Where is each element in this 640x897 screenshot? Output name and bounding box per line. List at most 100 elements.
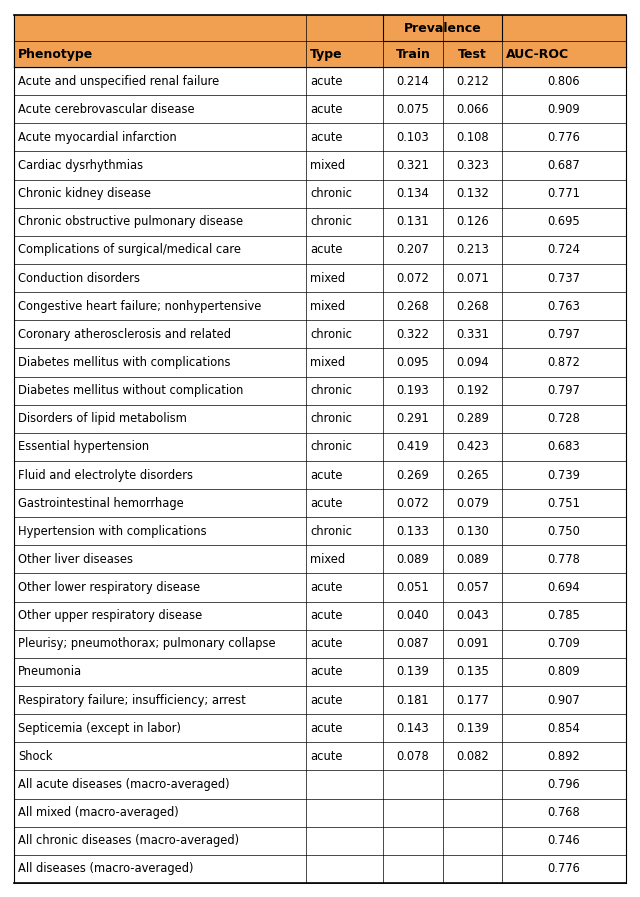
- Text: 0.269: 0.269: [397, 468, 429, 482]
- Text: 0.265: 0.265: [456, 468, 489, 482]
- Text: 0.213: 0.213: [456, 243, 489, 257]
- Text: Shock: Shock: [18, 750, 52, 762]
- Text: 0.289: 0.289: [456, 413, 489, 425]
- Text: 0.133: 0.133: [397, 525, 429, 538]
- Bar: [14, 545, 626, 573]
- Text: 0.131: 0.131: [397, 215, 429, 228]
- Text: All chronic diseases (macro-averaged): All chronic diseases (macro-averaged): [18, 834, 239, 848]
- Text: chronic: chronic: [310, 384, 352, 397]
- Bar: [14, 405, 626, 432]
- Bar: [14, 320, 626, 348]
- Text: 0.079: 0.079: [456, 497, 489, 509]
- Text: 0.737: 0.737: [547, 272, 580, 284]
- Text: 0.043: 0.043: [456, 609, 489, 623]
- Text: mixed: mixed: [310, 159, 345, 172]
- Bar: [14, 518, 626, 545]
- Text: 0.193: 0.193: [397, 384, 429, 397]
- Text: Acute myocardial infarction: Acute myocardial infarction: [18, 131, 177, 144]
- Bar: [14, 714, 626, 743]
- Text: Test: Test: [458, 48, 487, 60]
- Text: 0.094: 0.094: [456, 356, 489, 369]
- Text: 0.776: 0.776: [548, 131, 580, 144]
- Text: 0.724: 0.724: [548, 243, 580, 257]
- Text: acute: acute: [310, 609, 342, 623]
- Bar: [14, 461, 626, 489]
- Text: 0.322: 0.322: [397, 327, 429, 341]
- Text: All mixed (macro-averaged): All mixed (macro-averaged): [18, 806, 179, 819]
- Text: Other upper respiratory disease: Other upper respiratory disease: [18, 609, 202, 623]
- Text: acute: acute: [310, 103, 342, 116]
- Text: Chronic obstructive pulmonary disease: Chronic obstructive pulmonary disease: [18, 215, 243, 228]
- Text: Gastrointestinal hemorrhage: Gastrointestinal hemorrhage: [18, 497, 184, 509]
- Bar: [14, 743, 626, 771]
- Text: mixed: mixed: [310, 300, 345, 313]
- Text: Pneumonia: Pneumonia: [18, 666, 82, 678]
- Text: 0.694: 0.694: [548, 581, 580, 594]
- Text: 0.872: 0.872: [548, 356, 580, 369]
- Bar: [14, 686, 626, 714]
- Text: Pleurisy; pneumothorax; pulmonary collapse: Pleurisy; pneumothorax; pulmonary collap…: [18, 638, 276, 650]
- Text: chronic: chronic: [310, 187, 352, 200]
- Text: Disorders of lipid metabolism: Disorders of lipid metabolism: [18, 413, 187, 425]
- Bar: [14, 95, 626, 123]
- Text: AUC-ROC: AUC-ROC: [506, 48, 569, 60]
- Text: 0.854: 0.854: [548, 722, 580, 735]
- Text: 0.778: 0.778: [548, 553, 580, 566]
- Text: Diabetes mellitus without complication: Diabetes mellitus without complication: [18, 384, 243, 397]
- Text: 0.750: 0.750: [548, 525, 580, 538]
- Text: 0.066: 0.066: [456, 103, 489, 116]
- Text: 0.135: 0.135: [456, 666, 489, 678]
- Text: 0.709: 0.709: [548, 638, 580, 650]
- Text: 0.763: 0.763: [548, 300, 580, 313]
- Text: Septicemia (except in labor): Septicemia (except in labor): [18, 722, 181, 735]
- Text: 0.181: 0.181: [397, 693, 429, 707]
- Text: acute: acute: [310, 74, 342, 88]
- Bar: [14, 489, 626, 518]
- Text: 0.268: 0.268: [397, 300, 429, 313]
- Text: acute: acute: [310, 666, 342, 678]
- Text: acute: acute: [310, 131, 342, 144]
- Text: 0.143: 0.143: [397, 722, 429, 735]
- Text: 0.078: 0.078: [397, 750, 429, 762]
- Text: mixed: mixed: [310, 272, 345, 284]
- Text: Essential hypertension: Essential hypertension: [18, 440, 149, 453]
- Text: Chronic kidney disease: Chronic kidney disease: [18, 187, 151, 200]
- Text: acute: acute: [310, 750, 342, 762]
- Bar: [14, 152, 626, 179]
- Text: chronic: chronic: [310, 525, 352, 538]
- Text: 0.321: 0.321: [397, 159, 429, 172]
- Text: 0.075: 0.075: [397, 103, 429, 116]
- Bar: [14, 15, 626, 67]
- Text: 0.909: 0.909: [548, 103, 580, 116]
- Bar: [14, 179, 626, 208]
- Text: 0.126: 0.126: [456, 215, 489, 228]
- Bar: [14, 771, 626, 798]
- Bar: [14, 798, 626, 827]
- Text: acute: acute: [310, 722, 342, 735]
- Text: 0.087: 0.087: [397, 638, 429, 650]
- Bar: [14, 67, 626, 95]
- Text: 0.785: 0.785: [548, 609, 580, 623]
- Text: Coronary atherosclerosis and related: Coronary atherosclerosis and related: [18, 327, 231, 341]
- Bar: [14, 348, 626, 377]
- Text: Diabetes mellitus with complications: Diabetes mellitus with complications: [18, 356, 230, 369]
- Text: Train: Train: [396, 48, 431, 60]
- Text: Respiratory failure; insufficiency; arrest: Respiratory failure; insufficiency; arre…: [18, 693, 246, 707]
- Text: 0.331: 0.331: [456, 327, 489, 341]
- Text: acute: acute: [310, 497, 342, 509]
- Text: 0.130: 0.130: [456, 525, 489, 538]
- Text: 0.419: 0.419: [397, 440, 429, 453]
- Text: Type: Type: [310, 48, 342, 60]
- Text: 0.695: 0.695: [548, 215, 580, 228]
- Text: acute: acute: [310, 243, 342, 257]
- Text: Other lower respiratory disease: Other lower respiratory disease: [18, 581, 200, 594]
- Text: 0.139: 0.139: [397, 666, 429, 678]
- Text: 0.089: 0.089: [456, 553, 489, 566]
- Text: 0.192: 0.192: [456, 384, 489, 397]
- Text: 0.177: 0.177: [456, 693, 489, 707]
- Text: 0.796: 0.796: [548, 778, 580, 791]
- Text: 0.089: 0.089: [397, 553, 429, 566]
- Text: Acute and unspecified renal failure: Acute and unspecified renal failure: [18, 74, 220, 88]
- Text: All acute diseases (macro-averaged): All acute diseases (macro-averaged): [18, 778, 230, 791]
- Bar: [14, 432, 626, 461]
